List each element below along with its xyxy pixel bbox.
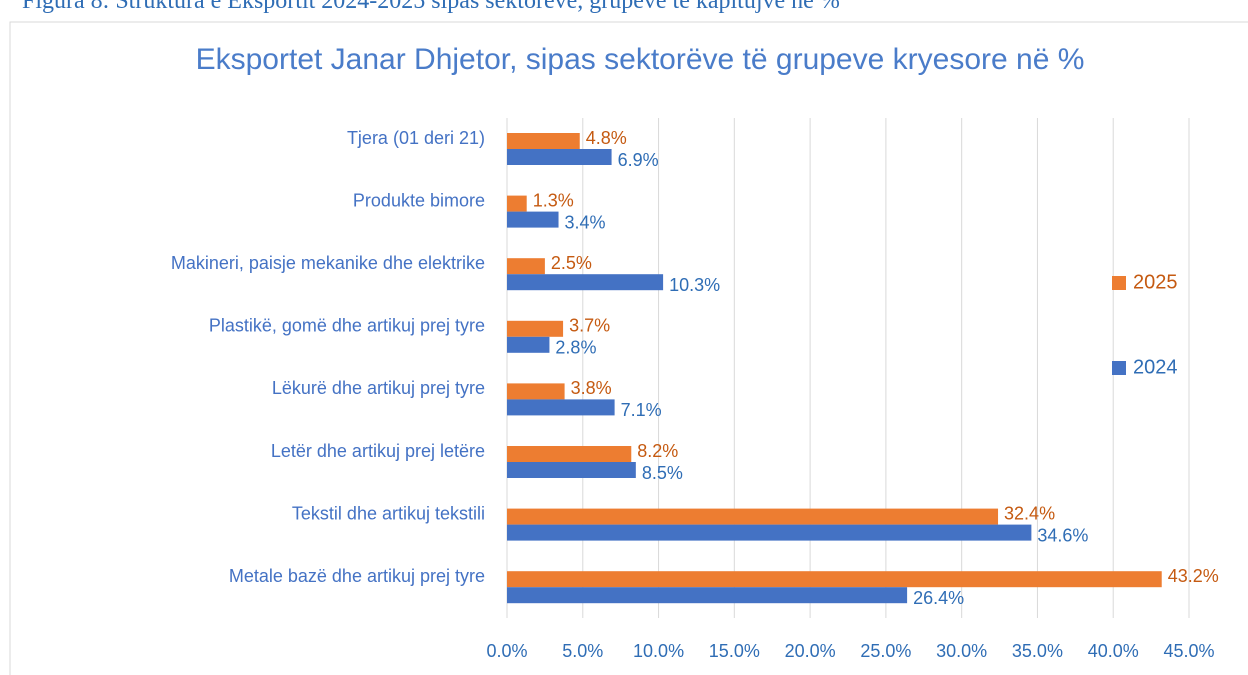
x-tick-label: 30.0% [936, 641, 987, 661]
bar [507, 258, 545, 275]
bar [507, 211, 559, 228]
data-label: 7.1% [621, 400, 662, 420]
data-label: 2.5% [551, 253, 592, 273]
y-tick-label: Tekstil dhe artikuj tekstili [292, 503, 485, 523]
x-tick-label: 35.0% [1012, 641, 1063, 661]
x-tick-label: 5.0% [562, 641, 603, 661]
x-tick-label: 0.0% [486, 641, 527, 661]
bar [507, 462, 636, 478]
bar [507, 571, 1162, 588]
data-label: 6.9% [618, 150, 659, 170]
data-label: 4.8% [586, 128, 627, 148]
bar [507, 524, 1032, 541]
data-label: 32.4% [1004, 503, 1055, 523]
x-tick-label: 40.0% [1088, 641, 1139, 661]
data-label: 3.4% [565, 212, 606, 232]
bar [507, 274, 664, 291]
data-label: 43.2% [1168, 566, 1219, 586]
bar [507, 446, 632, 462]
bar [507, 195, 527, 212]
y-tick-label: Letër dhe artikuj prej letëre [271, 441, 485, 461]
data-label: 3.7% [569, 316, 610, 336]
legend-swatch [1112, 276, 1126, 290]
y-tick-label: Lëkurë dhe artikuj prej tyre [272, 378, 485, 398]
data-label: 10.3% [669, 275, 720, 295]
bar [507, 336, 550, 353]
bar [507, 320, 564, 337]
x-tick-label: 25.0% [860, 641, 911, 661]
bar [507, 383, 565, 400]
data-label: 3.8% [571, 378, 612, 398]
x-tick-label: 10.0% [633, 641, 684, 661]
bar [507, 149, 612, 165]
bar [507, 399, 615, 416]
bar [507, 508, 999, 525]
x-tick-label: 20.0% [785, 641, 836, 661]
chart-title: Eksportet Janar Dhjetor, sipas sektorëve… [195, 43, 1085, 76]
data-label: 2.8% [555, 338, 596, 358]
data-label: 34.6% [1037, 525, 1088, 545]
figure-caption: Figura 8: Struktura e Eksportit 2024-202… [22, 0, 840, 14]
y-tick-label: Plastikë, gomë dhe artikuj prej tyre [209, 316, 485, 336]
chart-frame [9, 21, 1248, 675]
x-tick-label: 15.0% [709, 641, 760, 661]
legend-label: 2025 [1133, 271, 1178, 293]
y-tick-label: Metale bazë dhe artikuj prej tyre [229, 566, 485, 586]
data-label: 8.2% [637, 441, 678, 461]
data-label: 8.5% [642, 463, 683, 483]
y-tick-label: Tjera (01 deri 21) [347, 128, 485, 148]
data-label: 1.3% [533, 190, 574, 210]
y-tick-label: Produkte bimore [353, 190, 485, 210]
data-label: 26.4% [913, 588, 964, 608]
x-tick-label: 45.0% [1163, 641, 1214, 661]
legend-label: 2024 [1133, 356, 1178, 378]
y-tick-label: Makineri, paisje mekanike dhe elektrike [171, 253, 485, 273]
bar [507, 587, 908, 604]
bar [507, 133, 580, 149]
legend-swatch [1112, 361, 1126, 375]
